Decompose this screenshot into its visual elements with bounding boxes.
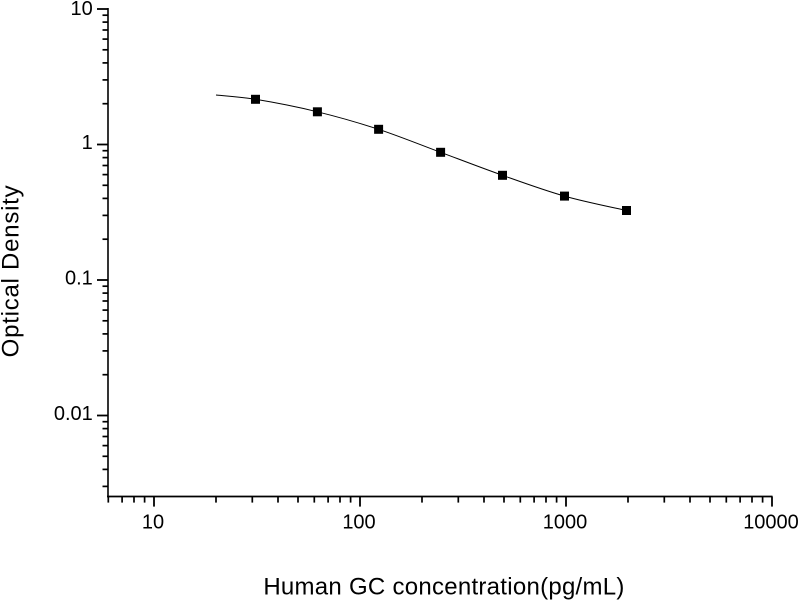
- svg-text:10: 10: [71, 0, 93, 20]
- svg-text:10000: 10000: [743, 511, 799, 533]
- svg-text:Optical Density: Optical Density: [0, 185, 25, 358]
- svg-text:1000: 1000: [543, 511, 588, 533]
- svg-text:0.01: 0.01: [54, 403, 93, 425]
- svg-text:10: 10: [142, 511, 164, 533]
- svg-text:1: 1: [82, 132, 93, 154]
- svg-text:0.1: 0.1: [65, 268, 93, 290]
- svg-text:Human GC concentration(pg/mL): Human GC concentration(pg/mL): [263, 573, 624, 600]
- svg-text:100: 100: [342, 511, 375, 533]
